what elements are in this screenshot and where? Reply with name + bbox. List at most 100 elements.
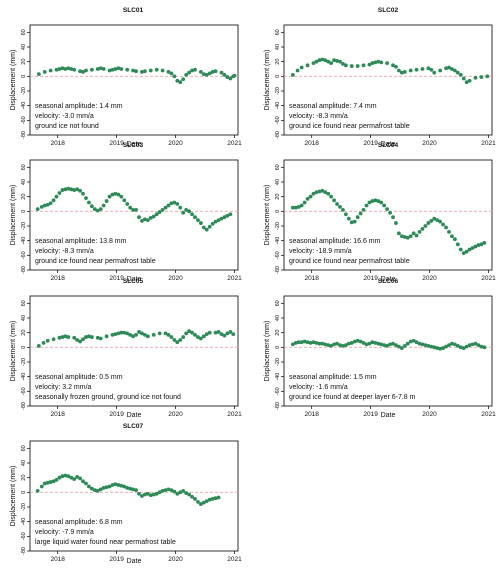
- data-point: [394, 343, 398, 348]
- data-point: [207, 224, 212, 229]
- data-point: [207, 497, 212, 502]
- data-point: [160, 68, 165, 73]
- data-point: [134, 332, 138, 337]
- data-point: [101, 67, 106, 71]
- y-tick-label: -80: [21, 547, 27, 555]
- data-point: [116, 331, 121, 336]
- data-point: [464, 344, 469, 349]
- x-axis-label: Date: [127, 558, 142, 565]
- data-point: [470, 246, 475, 250]
- data-point: [452, 342, 457, 347]
- data-point: [69, 187, 74, 192]
- data-point: [320, 341, 325, 346]
- y-tick-label: -60: [21, 532, 27, 540]
- data-point: [391, 63, 395, 68]
- data-point: [441, 222, 445, 227]
- data-point: [181, 335, 186, 339]
- data-point: [210, 221, 215, 226]
- data-point: [485, 74, 490, 79]
- data-point: [207, 71, 212, 76]
- data-point: [169, 201, 174, 206]
- x-tick-label: 2018: [304, 275, 319, 282]
- data-point: [479, 242, 484, 247]
- data-point: [81, 479, 85, 484]
- data-point: [119, 330, 124, 335]
- x-tick-label: 2021: [481, 411, 496, 418]
- data-point: [81, 191, 85, 196]
- data-point: [63, 334, 68, 339]
- annotation-line: ground ice found at deeper layer 6-7.8 m: [289, 394, 416, 401]
- data-point: [154, 491, 159, 496]
- y-tick-label: -40: [275, 373, 281, 381]
- data-point: [420, 342, 425, 347]
- annotation-line: ground ice found near permafrost table: [289, 258, 410, 265]
- y-tick-label: 20: [275, 194, 281, 200]
- data-point: [432, 345, 437, 350]
- data-point: [213, 496, 218, 501]
- data-point: [39, 484, 44, 489]
- data-point: [181, 210, 186, 215]
- data-point: [81, 337, 85, 342]
- y-tick-label: 0: [21, 346, 27, 349]
- data-point: [222, 333, 227, 338]
- data-point: [78, 476, 82, 481]
- data-point: [48, 480, 53, 484]
- y-tick-label: -20: [21, 358, 27, 366]
- data-point: [343, 212, 348, 217]
- data-point: [69, 475, 74, 480]
- data-point: [314, 59, 319, 64]
- x-tick-label: 2018: [304, 140, 319, 147]
- data-point: [57, 67, 62, 71]
- plot-frame: [29, 24, 239, 136]
- y-tick-label: 20: [21, 330, 27, 336]
- data-point: [302, 200, 307, 205]
- data-point: [332, 198, 336, 203]
- data-point: [184, 72, 189, 77]
- y-tick-label: 60: [21, 300, 27, 306]
- data-point: [178, 205, 183, 210]
- data-point: [172, 200, 177, 205]
- data-point: [290, 342, 295, 347]
- data-point: [107, 484, 112, 489]
- chart-panel-slc03: SLC03 60 40 20 0 -20 -40 -60 -80 2018 2019 2020 2021…: [10, 142, 242, 283]
- data-point: [178, 490, 183, 495]
- chart-panel-slc07: SLC07 60 40 20 0 -20 -40 -60 -80 2018 2019 2020 2021…: [10, 423, 242, 565]
- data-point: [107, 194, 112, 199]
- data-point: [417, 229, 422, 234]
- data-point: [145, 218, 150, 223]
- y-tick-label: 40: [21, 179, 27, 185]
- data-point: [231, 332, 236, 337]
- annotation-line: ground ice not found: [35, 123, 99, 130]
- data-point: [399, 346, 404, 350]
- y-tick-label: -80: [275, 131, 281, 139]
- y-tick-label: -80: [21, 266, 27, 274]
- data-point: [464, 80, 469, 85]
- y-tick-label: 0: [275, 75, 281, 78]
- data-point: [148, 68, 153, 73]
- data-point: [113, 191, 118, 196]
- data-point: [125, 67, 130, 72]
- y-tick-label: 40: [21, 315, 27, 321]
- data-point: [370, 199, 375, 203]
- data-point: [447, 65, 451, 70]
- data-point: [48, 201, 53, 206]
- data-point: [452, 68, 457, 73]
- data-point: [122, 330, 127, 335]
- data-point: [204, 332, 209, 337]
- data-point: [140, 494, 144, 498]
- x-axis-label: Date: [381, 276, 396, 283]
- data-point: [57, 191, 62, 195]
- data-point: [69, 67, 74, 71]
- data-point: [101, 203, 106, 208]
- data-point: [163, 331, 168, 336]
- data-point: [78, 188, 82, 193]
- data-point: [204, 227, 209, 232]
- data-point: [338, 205, 342, 209]
- data-point: [213, 219, 218, 224]
- data-point: [308, 194, 313, 199]
- y-tick-label: 40: [275, 315, 281, 321]
- data-point: [172, 489, 177, 494]
- data-point: [140, 218, 144, 223]
- annotation-line: velocity: -8.3 mm/a: [289, 113, 348, 120]
- data-point: [326, 343, 331, 348]
